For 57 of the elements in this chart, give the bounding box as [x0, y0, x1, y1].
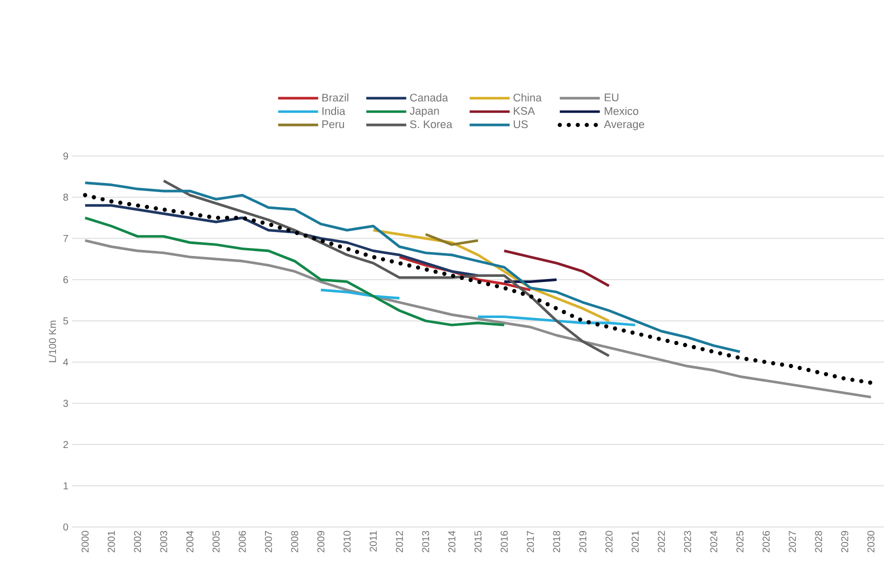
legend-label: India: [322, 106, 346, 115]
x-tick-label: 2016: [500, 530, 508, 552]
x-tick-label: 2001: [108, 531, 115, 552]
x-tick-label: 2005: [212, 530, 220, 552]
x-tick-label: 2010: [344, 530, 351, 552]
x-tick-label: 2013: [422, 530, 430, 552]
legend-label: Peru: [322, 120, 344, 128]
y-tick-label: 4: [63, 358, 68, 366]
x-tick-label: 2024: [710, 530, 718, 552]
x-tick-label: 2002: [134, 531, 142, 552]
legend-label: Average: [604, 120, 644, 130]
x-tick-label: 2003: [160, 530, 168, 552]
y-tick-label: 5: [63, 317, 68, 324]
legend-label: Brazil: [322, 93, 348, 102]
x-tick-label: 2011: [370, 531, 377, 552]
line-series: [84, 216, 506, 326]
x-tick-label: 2012: [396, 531, 403, 552]
y-axis-title: L/100 Km: [48, 320, 56, 362]
y-tick-label: 6: [63, 276, 68, 284]
x-tick-label: 2026: [762, 530, 770, 552]
legend-label: China: [514, 93, 542, 102]
x-tick-label: 2022: [658, 531, 665, 552]
x-tick-label: 2000: [82, 530, 89, 552]
y-tick-label: 2: [63, 441, 68, 448]
x-tick-label: 2007: [264, 531, 272, 552]
x-tick-label: 2009: [317, 530, 324, 552]
x-tick-label: 2015: [474, 530, 482, 552]
x-tick-label: 2008: [291, 530, 298, 552]
legend-label: EU: [604, 94, 618, 102]
legend-label: Mexico: [604, 106, 638, 115]
legend-label: S. Korea: [410, 120, 452, 128]
x-tick-label: 2014: [448, 530, 456, 552]
line-series: [84, 181, 742, 354]
x-tick-label: 2021: [632, 531, 639, 552]
x-tick-label: 2018: [553, 530, 560, 552]
y-tick-label: 9: [63, 152, 68, 160]
x-tick-label: 2019: [579, 530, 586, 552]
x-tick-label: 2020: [605, 530, 613, 552]
x-tick-label: 2028: [814, 530, 822, 552]
x-tick-label: 2027: [788, 531, 796, 552]
x-tick-label: 2029: [841, 530, 848, 552]
y-tick-label: 3: [63, 400, 68, 407]
legend-label: Japan: [410, 107, 439, 117]
x-tick-label: 2004: [186, 530, 194, 552]
legend-label: KSA: [514, 107, 535, 115]
x-tick-label: 2006: [238, 530, 246, 552]
line-series: [502, 250, 610, 288]
y-tick-label: 8: [63, 194, 68, 201]
legend-label: Canada: [410, 93, 448, 102]
x-tick-label: 2017: [526, 531, 534, 552]
y-tick-label: 1: [64, 482, 68, 490]
y-tick-label: 0: [63, 523, 68, 531]
x-tick-label: 2025: [736, 530, 744, 552]
x-tick-label: 2030: [867, 530, 874, 552]
y-tick-label: 7: [63, 234, 68, 242]
x-tick-label: 2023: [684, 530, 692, 552]
legend-label: US: [514, 120, 528, 128]
